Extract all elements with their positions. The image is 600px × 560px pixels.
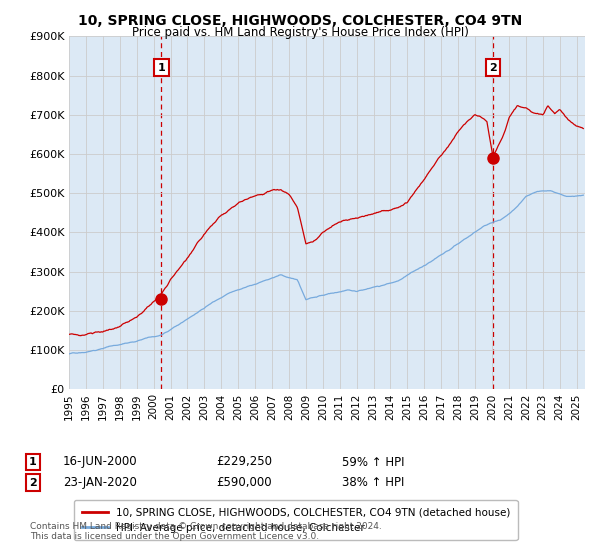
- Text: 16-JUN-2000: 16-JUN-2000: [63, 455, 137, 469]
- Text: Price paid vs. HM Land Registry's House Price Index (HPI): Price paid vs. HM Land Registry's House …: [131, 26, 469, 39]
- Text: 1: 1: [29, 457, 37, 467]
- Text: 10, SPRING CLOSE, HIGHWOODS, COLCHESTER, CO4 9TN: 10, SPRING CLOSE, HIGHWOODS, COLCHESTER,…: [78, 14, 522, 28]
- Text: £590,000: £590,000: [216, 476, 272, 489]
- Text: 23-JAN-2020: 23-JAN-2020: [63, 476, 137, 489]
- Text: Contains HM Land Registry data © Crown copyright and database right 2024.
This d: Contains HM Land Registry data © Crown c…: [30, 522, 382, 542]
- Text: 38% ↑ HPI: 38% ↑ HPI: [342, 476, 404, 489]
- Text: 59% ↑ HPI: 59% ↑ HPI: [342, 455, 404, 469]
- Text: 1: 1: [157, 63, 165, 73]
- Text: £229,250: £229,250: [216, 455, 272, 469]
- Text: 2: 2: [29, 478, 37, 488]
- Legend: 10, SPRING CLOSE, HIGHWOODS, COLCHESTER, CO4 9TN (detached house), HPI: Average : 10, SPRING CLOSE, HIGHWOODS, COLCHESTER,…: [74, 500, 518, 540]
- Text: 2: 2: [489, 63, 497, 73]
